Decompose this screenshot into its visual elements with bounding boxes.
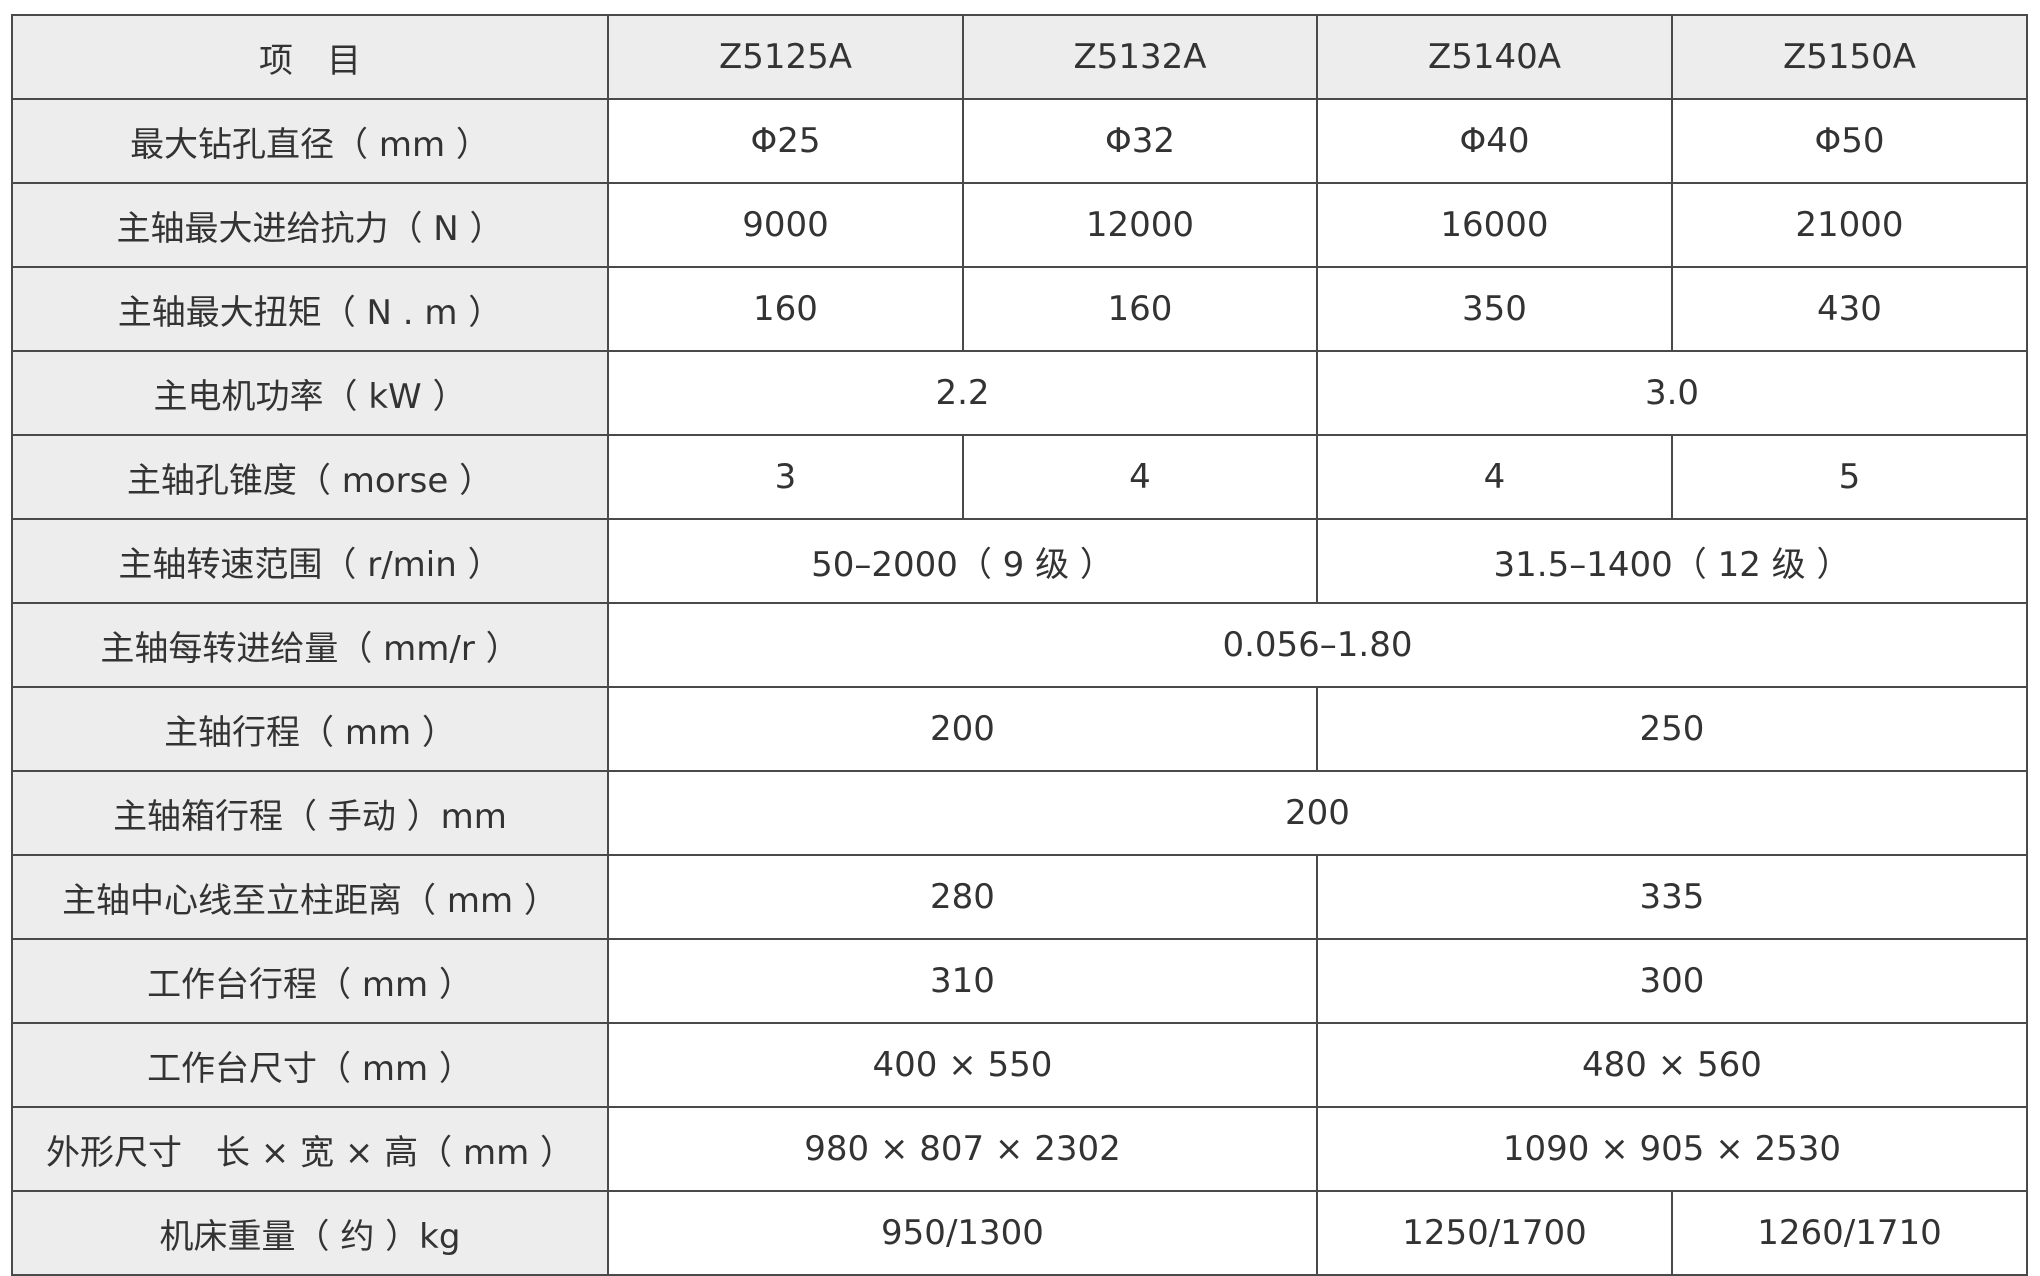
- row-value: 1250/1700: [1316, 1190, 1673, 1276]
- header-model: Z5132A: [962, 14, 1318, 100]
- row-value: 3.0: [1316, 350, 2028, 436]
- row-value: 0.056–1.80: [607, 602, 2028, 688]
- row-value: Φ40: [1316, 98, 1673, 184]
- header-model: Z5150A: [1671, 14, 2028, 100]
- row-value: 3: [607, 434, 964, 520]
- header-model: Z5140A: [1316, 14, 1673, 100]
- row-label: 机床重量（ 约 ）kg: [11, 1190, 609, 1276]
- table-row: 主轴最大进给抗力（ N ） 9000 12000 16000 21000: [11, 182, 2028, 268]
- spec-table-body: 项 目 Z5125A Z5132A Z5140A Z5150A 最大钻孔直径（ …: [11, 14, 2028, 1276]
- table-row: 外形尺寸 长 × 宽 × 高（ mm ） 980 × 807 × 2302 1090…: [11, 1106, 2028, 1192]
- row-value: 480 × 560: [1316, 1022, 2028, 1108]
- row-value: 160: [607, 266, 964, 352]
- row-label: 主轴转速范围（ r/min ）: [11, 518, 609, 604]
- row-value: 1090 × 905 × 2530: [1316, 1106, 2028, 1192]
- row-value: 1260/1710: [1671, 1190, 2028, 1276]
- row-value: 16000: [1316, 182, 1673, 268]
- table-row: 主轴中心线至立柱距离（ mm ） 280 335: [11, 854, 2028, 940]
- header-model: Z5125A: [607, 14, 964, 100]
- table-row: 工作台尺寸（ mm ） 400 × 550 480 × 560: [11, 1022, 2028, 1108]
- row-value: 21000: [1671, 182, 2028, 268]
- row-value: 9000: [607, 182, 964, 268]
- row-label: 主轴行程（ mm ）: [11, 686, 609, 772]
- row-value: 300: [1316, 938, 2028, 1024]
- row-label: 主轴最大扭矩（ N . m ）: [11, 266, 609, 352]
- row-value: Φ32: [962, 98, 1318, 184]
- row-value: 980 × 807 × 2302: [607, 1106, 1318, 1192]
- row-label: 最大钻孔直径（ mm ）: [11, 98, 609, 184]
- row-label: 外形尺寸 长 × 宽 × 高（ mm ）: [11, 1106, 609, 1192]
- row-value: 31.5–1400（ 12 级 ）: [1316, 518, 2028, 604]
- row-value: 350: [1316, 266, 1673, 352]
- table-row: 主轴转速范围（ r/min ） 50–2000（ 9 级 ） 31.5–1400（ …: [11, 518, 2028, 604]
- row-value: 250: [1316, 686, 2028, 772]
- row-value: 2.2: [607, 350, 1318, 436]
- table-row: 主轴孔锥度（ morse ） 3 4 4 5: [11, 434, 2028, 520]
- row-value: 160: [962, 266, 1318, 352]
- row-value: Φ25: [607, 98, 964, 184]
- table-row: 主电机功率（ kW ） 2.2 3.0: [11, 350, 2028, 436]
- row-value: 310: [607, 938, 1318, 1024]
- table-row: 机床重量（ 约 ）kg 950/1300 1250/1700 1260/1710: [11, 1190, 2028, 1276]
- row-value: 335: [1316, 854, 2028, 940]
- table-row: 主轴箱行程（ 手动 ）mm 200: [11, 770, 2028, 856]
- header-row: 项 目 Z5125A Z5132A Z5140A Z5150A: [11, 14, 2028, 100]
- row-label: 主轴中心线至立柱距离（ mm ）: [11, 854, 609, 940]
- spec-table: 项 目 Z5125A Z5132A Z5140A Z5150A 最大钻孔直径（ …: [11, 14, 2028, 1276]
- row-label: 主轴箱行程（ 手动 ）mm: [11, 770, 609, 856]
- row-value: Φ50: [1671, 98, 2028, 184]
- table-row: 最大钻孔直径（ mm ） Φ25 Φ32 Φ40 Φ50: [11, 98, 2028, 184]
- table-row: 主轴行程（ mm ） 200 250: [11, 686, 2028, 772]
- row-value: 200: [607, 770, 2028, 856]
- row-label: 主电机功率（ kW ）: [11, 350, 609, 436]
- row-value: 12000: [962, 182, 1318, 268]
- row-value: 4: [962, 434, 1318, 520]
- row-value: 400 × 550: [607, 1022, 1318, 1108]
- row-value: 4: [1316, 434, 1673, 520]
- row-value: 50–2000（ 9 级 ）: [607, 518, 1318, 604]
- row-value: 280: [607, 854, 1318, 940]
- row-value: 430: [1671, 266, 2028, 352]
- row-value: 200: [607, 686, 1318, 772]
- row-label: 工作台尺寸（ mm ）: [11, 1022, 609, 1108]
- row-value: 950/1300: [607, 1190, 1318, 1276]
- row-value: 5: [1671, 434, 2028, 520]
- header-item: 项 目: [11, 14, 609, 100]
- table-row: 主轴最大扭矩（ N . m ） 160 160 350 430: [11, 266, 2028, 352]
- row-label: 主轴孔锥度（ morse ）: [11, 434, 609, 520]
- table-row: 主轴每转进给量（ mm/r ） 0.056–1.80: [11, 602, 2028, 688]
- row-label: 工作台行程（ mm ）: [11, 938, 609, 1024]
- table-row: 工作台行程（ mm ） 310 300: [11, 938, 2028, 1024]
- row-label: 主轴最大进给抗力（ N ）: [11, 182, 609, 268]
- row-label: 主轴每转进给量（ mm/r ）: [11, 602, 609, 688]
